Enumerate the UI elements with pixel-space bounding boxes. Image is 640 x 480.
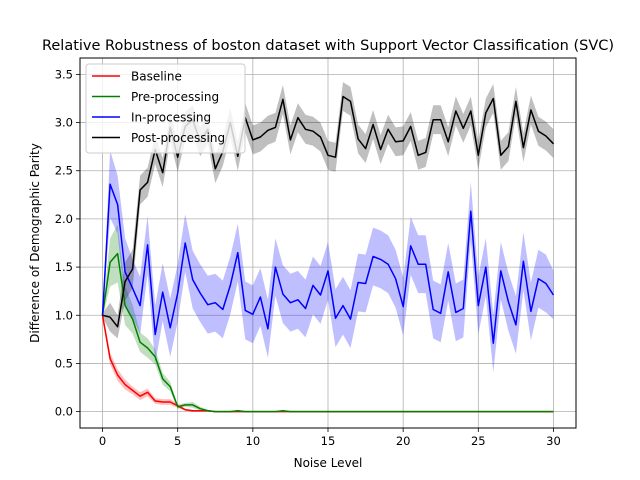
x-tick-label: 15 xyxy=(321,434,336,448)
x-tick-label: 25 xyxy=(471,434,486,448)
x-tick-label: 5 xyxy=(174,434,181,448)
y-tick-label: 2.5 xyxy=(55,164,73,178)
x-tick-label: 20 xyxy=(396,434,411,448)
legend: Baseline Pre-processing In-processing Post-… xyxy=(85,63,246,154)
y-tick-label: 1.5 xyxy=(55,260,73,274)
x-tick-label: 0 xyxy=(99,434,106,448)
y-tick-label: 2.0 xyxy=(55,212,73,226)
confidence-bands xyxy=(102,82,554,412)
chart-title: Relative Robustness of boston dataset wi… xyxy=(42,38,614,54)
x-axis-label: Noise Level xyxy=(294,456,363,470)
series-lines xyxy=(101,95,555,413)
in-processing-band xyxy=(102,150,554,373)
y-axis-label: Difference of Demographic Parity xyxy=(28,143,42,343)
y-tick-label: 1.0 xyxy=(55,308,73,322)
x-axis-ticks: 0 5 10 15 20 25 30 xyxy=(99,428,561,448)
pre-processing-line xyxy=(101,252,554,413)
y-tick-label: 0.5 xyxy=(55,356,73,370)
y-axis-ticks: 0.0 0.5 1.0 1.5 2.0 2.5 3.0 3.5 xyxy=(55,67,80,419)
legend-label-pre-processing: Pre-processing xyxy=(131,90,219,104)
y-tick-label: 3.5 xyxy=(55,67,73,81)
grid xyxy=(80,58,576,428)
legend-label-post-processing: Post-processing xyxy=(131,131,225,145)
in-processing-line xyxy=(101,183,555,344)
y-tick-label: 3.0 xyxy=(55,116,73,130)
legend-label-baseline: Baseline xyxy=(131,70,182,84)
legend-box xyxy=(85,63,246,154)
post-processing-line xyxy=(102,95,555,328)
x-tick-label: 30 xyxy=(546,434,561,448)
x-tick-label: 10 xyxy=(246,434,261,448)
legend-label-in-processing: In-processing xyxy=(131,111,211,125)
y-tick-label: 0.0 xyxy=(55,405,73,419)
